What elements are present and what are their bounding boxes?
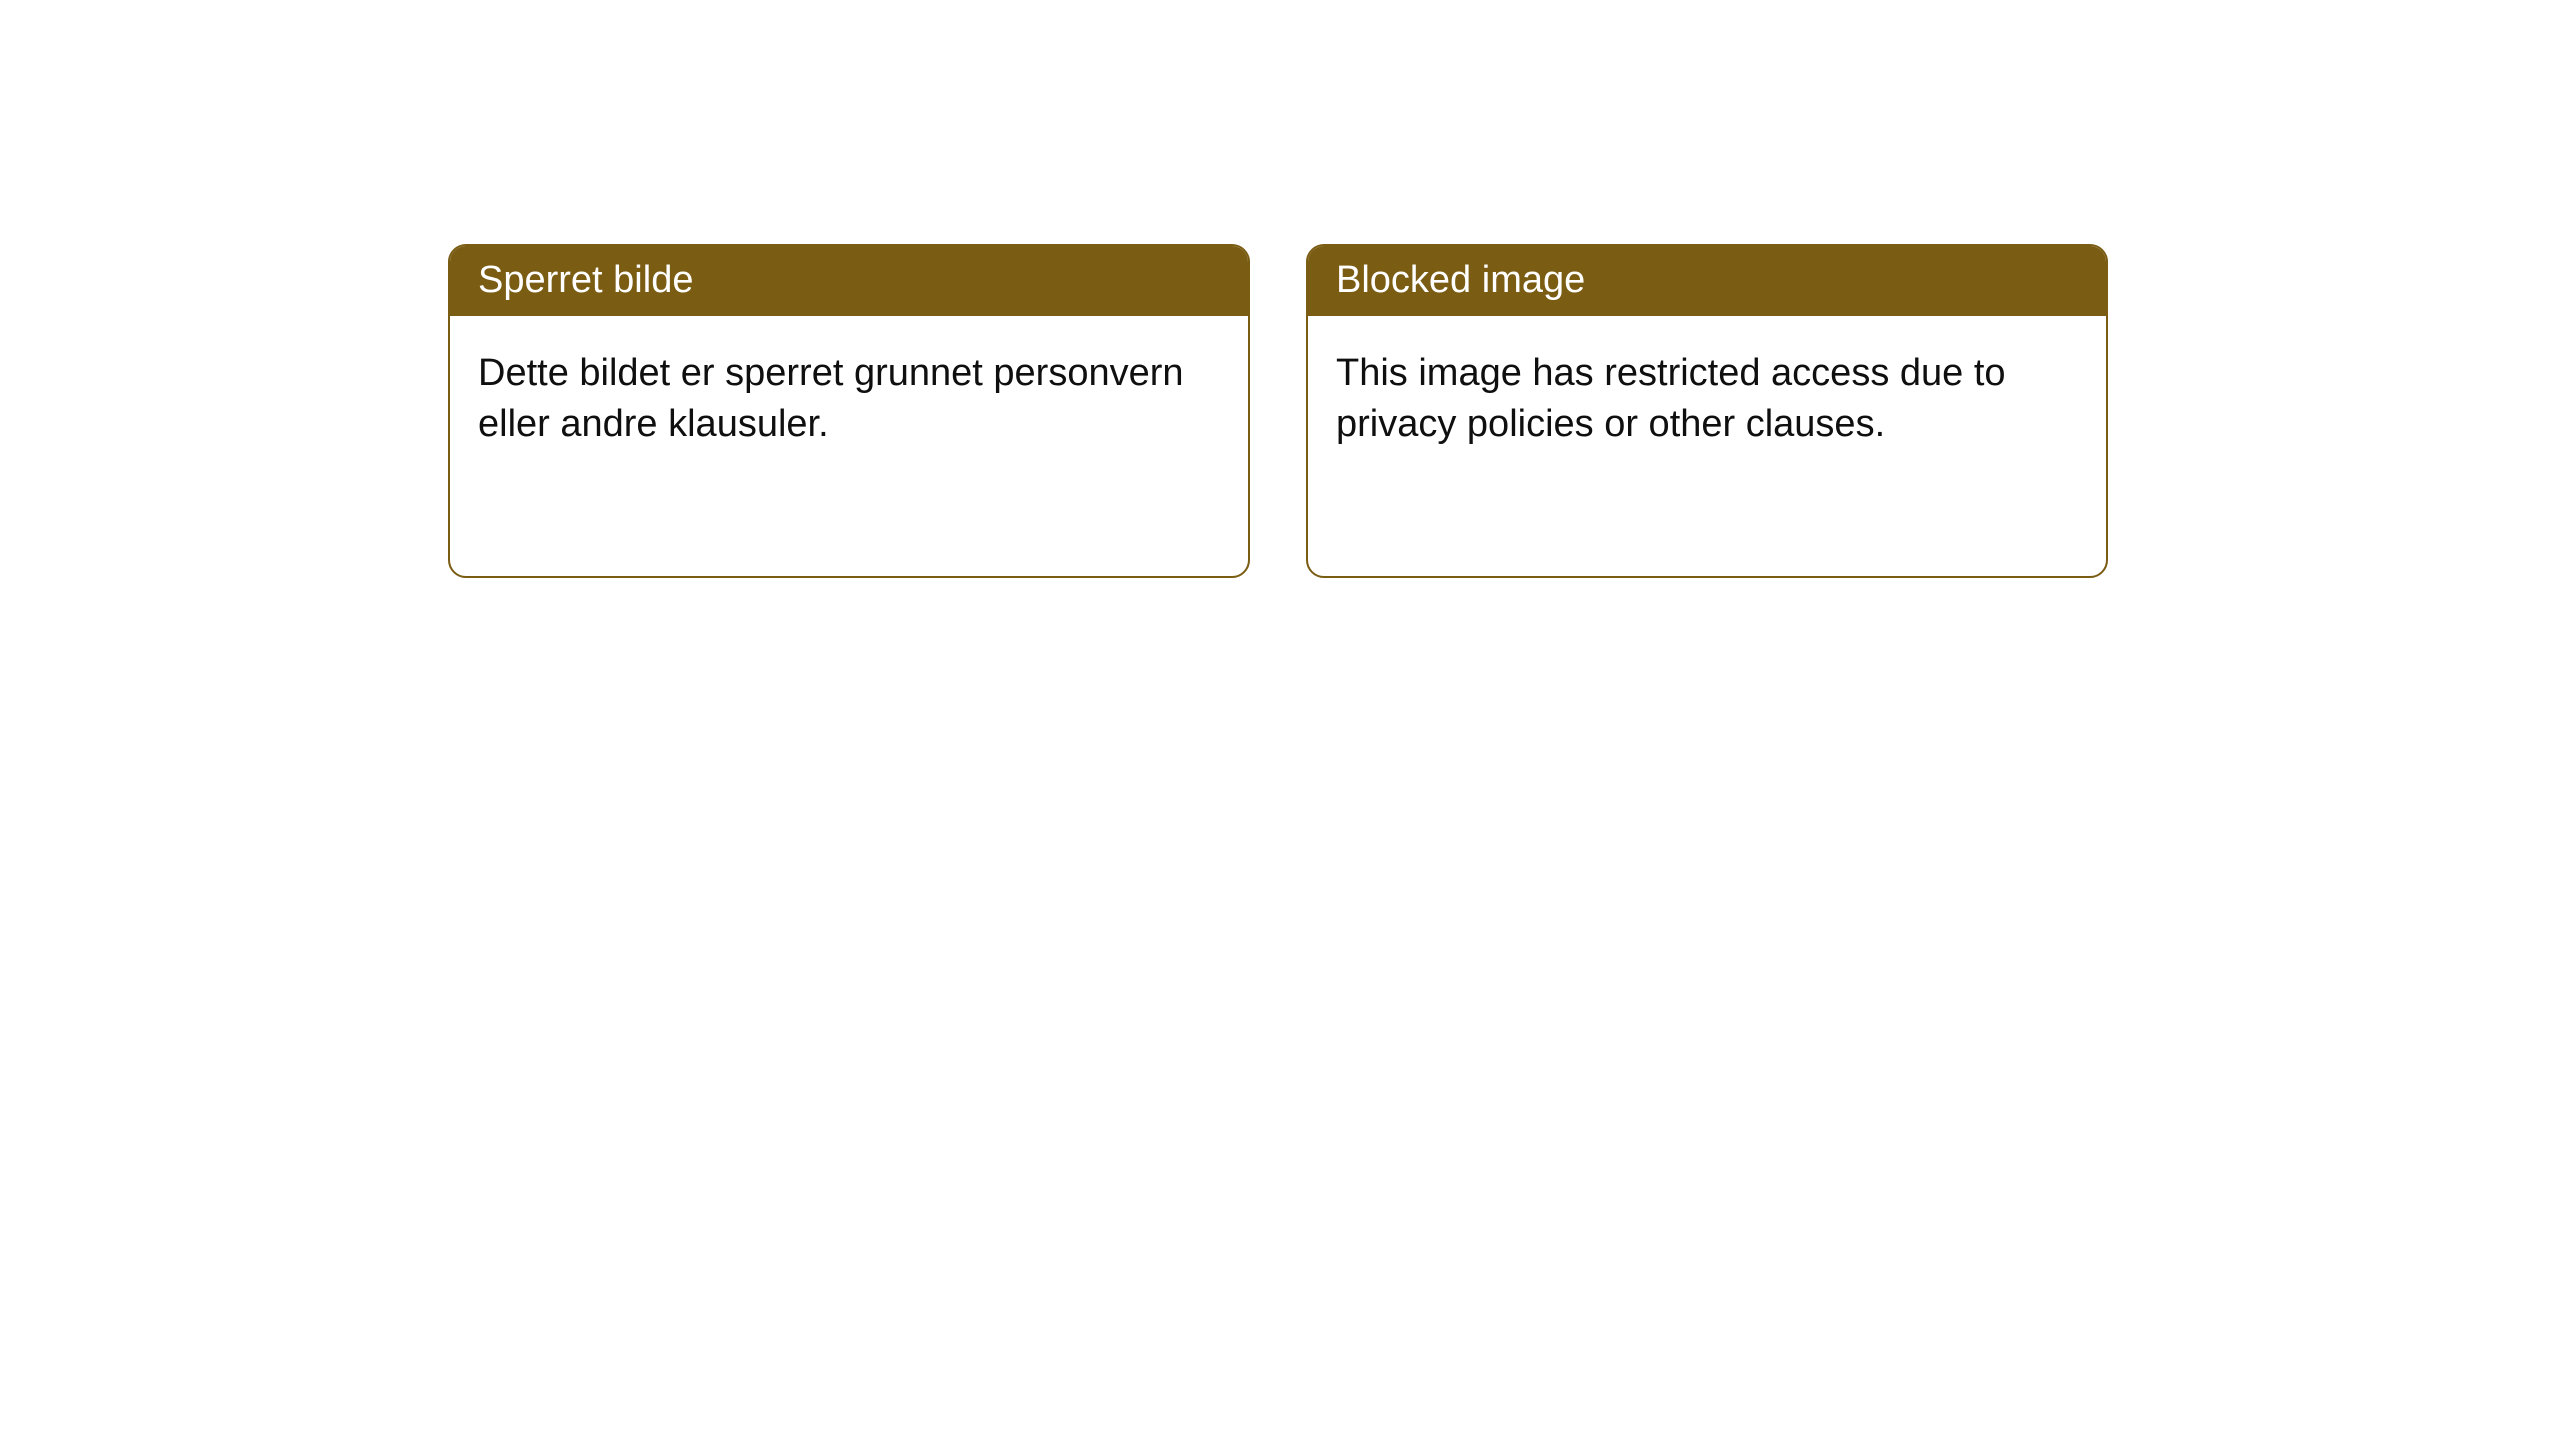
notice-cards-container: Sperret bilde Dette bildet er sperret gr… [448, 244, 2108, 578]
card-header: Blocked image [1308, 246, 2106, 316]
card-header: Sperret bilde [450, 246, 1248, 316]
card-body: This image has restricted access due to … [1308, 316, 2106, 483]
notice-card-norwegian: Sperret bilde Dette bildet er sperret gr… [448, 244, 1250, 578]
notice-card-english: Blocked image This image has restricted … [1306, 244, 2108, 578]
card-body: Dette bildet er sperret grunnet personve… [450, 316, 1248, 483]
